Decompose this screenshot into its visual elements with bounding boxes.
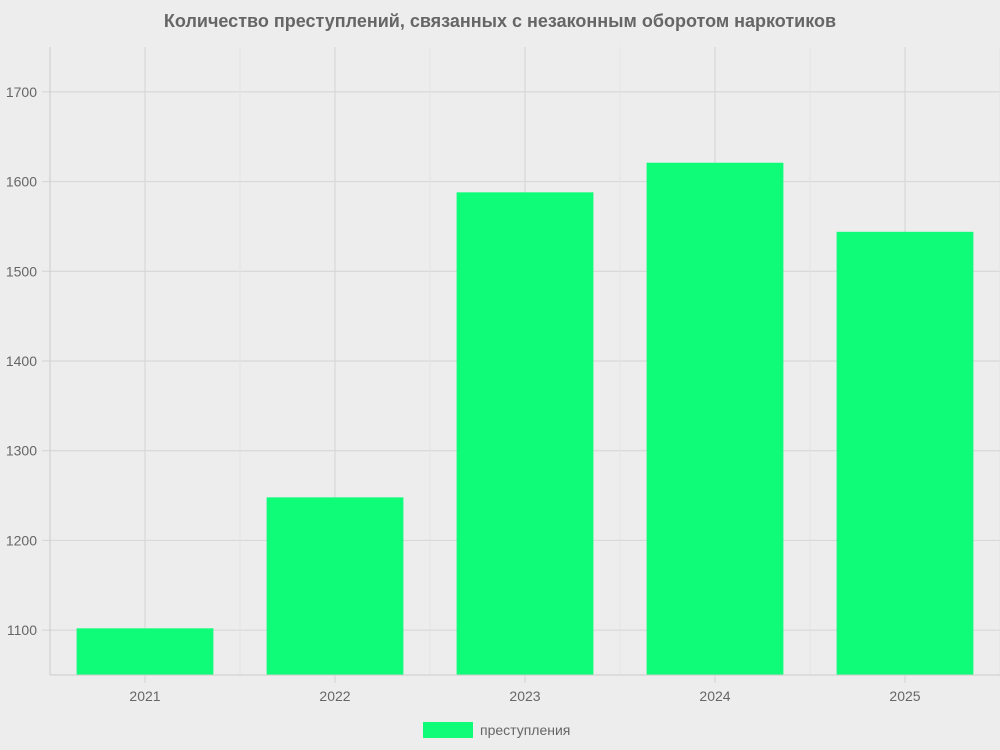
x-tick-label: 2024 — [699, 688, 730, 704]
x-tick-label: 2022 — [319, 688, 350, 704]
chart-title: Количество преступлений, связанных с нез… — [163, 11, 837, 31]
x-tick-label: 2021 — [129, 688, 160, 704]
y-tick-label: 1600 — [6, 174, 37, 190]
axes: 1100 1200 1300 1400 1500 1600 1700 2021 2022 2023… — [6, 47, 1000, 704]
x-tick-label: 2025 — [889, 688, 920, 704]
bar[interactable] — [76, 628, 214, 675]
y-tick-label: 1500 — [6, 263, 37, 279]
bars — [76, 162, 974, 675]
y-tick-label: 1100 — [7, 622, 37, 638]
bar[interactable] — [456, 192, 594, 675]
x-tick-label: 2023 — [509, 688, 540, 704]
legend-swatch[interactable] — [423, 722, 473, 738]
y-tick-label: 1200 — [6, 532, 37, 548]
legend[interactable]: преступления — [423, 722, 570, 738]
y-tick-label: 1700 — [6, 84, 37, 100]
y-tick-label: 1300 — [6, 443, 37, 459]
legend-label[interactable]: преступления — [480, 722, 570, 738]
y-tick-label: 1400 — [6, 353, 37, 369]
bar[interactable] — [266, 497, 404, 675]
bar[interactable] — [836, 231, 974, 675]
bar[interactable] — [646, 162, 784, 675]
